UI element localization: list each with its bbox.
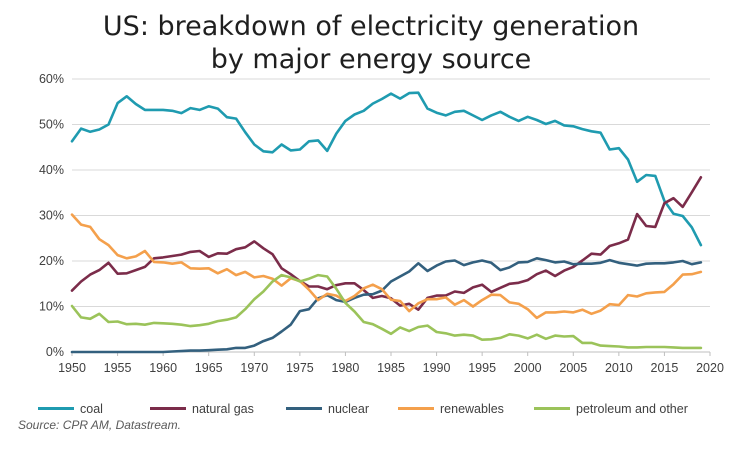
x-tick-label: 2005 — [559, 361, 587, 375]
y-tick-label: 20% — [39, 254, 64, 268]
legend-item-petroleum-and-other: petroleum and other — [534, 402, 688, 416]
grid-lines — [72, 78, 710, 307]
y-tick-label: 50% — [39, 118, 64, 132]
x-tick-label: 2010 — [605, 361, 633, 375]
x-tick-label: 2015 — [651, 361, 679, 375]
series-line-coal — [70, 91, 703, 247]
legend-item-natural-gas: natural gas — [150, 402, 254, 416]
legend-item-nuclear: nuclear — [286, 402, 369, 416]
y-tick-label: 40% — [39, 163, 64, 177]
chart-title: US: breakdown of electricity generation … — [0, 10, 742, 76]
legend: coal natural gas nuclear renewables petroleu… — [18, 402, 738, 418]
series-line-natural-gas — [70, 176, 703, 312]
y-tick-label: 0% — [46, 345, 64, 359]
legend-label: nuclear — [328, 402, 369, 416]
x-tick-label: 1985 — [377, 361, 405, 375]
series-lines — [70, 91, 703, 354]
legend-swatch — [38, 407, 74, 411]
series-line-petroleum-and-other — [70, 273, 703, 350]
y-tick-labels: 0% 10% 20% 30% 40% 50% 60% — [39, 72, 64, 359]
legend-swatch — [398, 407, 434, 411]
legend-label: natural gas — [192, 402, 254, 416]
source-note: Source: CPR AM, Datastream. — [18, 418, 181, 432]
x-tick-label: 1970 — [240, 361, 268, 375]
y-tick-label: 60% — [39, 72, 64, 86]
x-tick-label: 1950 — [58, 361, 86, 375]
y-tick-label: 10% — [39, 300, 64, 314]
legend-swatch — [150, 407, 186, 411]
series-line-renewables — [70, 213, 703, 320]
legend-item-renewables: renewables — [398, 402, 504, 416]
x-tick-label: 1980 — [332, 361, 360, 375]
x-tick-label: 2020 — [696, 361, 724, 375]
x-tick-label: 2000 — [514, 361, 542, 375]
chart-title-line-2: by major energy source — [210, 44, 532, 75]
legend-label: petroleum and other — [576, 402, 688, 416]
chart-title-line-1: US: breakdown of electricity generation — [102, 11, 640, 42]
legend-swatch — [534, 407, 570, 411]
legend-label: renewables — [440, 402, 504, 416]
x-tick-label: 1995 — [468, 361, 496, 375]
legend-label: coal — [80, 402, 103, 416]
legend-swatch — [286, 407, 322, 411]
x-tick-label: 1960 — [149, 361, 177, 375]
series-line-nuclear — [70, 256, 703, 354]
x-tick-label: 1955 — [104, 361, 132, 375]
x-tick-label: 1975 — [286, 361, 314, 375]
y-tick-label: 30% — [39, 209, 64, 223]
x-tick-labels: 1950 1955 1960 1965 1970 1975 1980 1985 1990 1995… — [58, 361, 724, 375]
x-tick-label: 1990 — [423, 361, 451, 375]
legend-item-coal: coal — [38, 402, 103, 416]
x-tick-label: 1965 — [195, 361, 223, 375]
